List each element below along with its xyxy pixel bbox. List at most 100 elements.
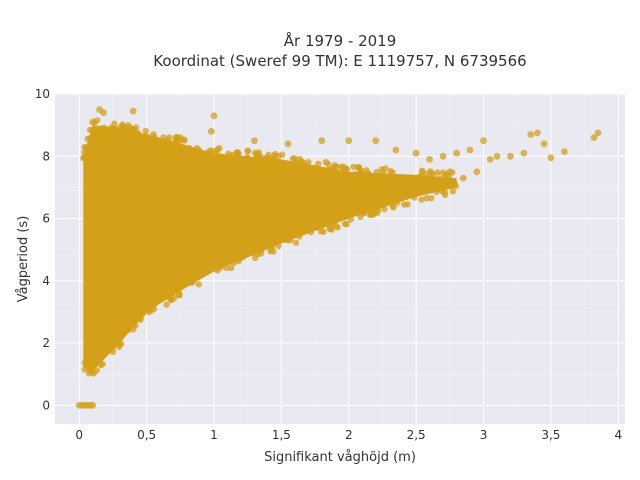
- scatter-point: [527, 131, 535, 138]
- y-tick-label: 2: [42, 336, 50, 350]
- scatter-point: [507, 152, 514, 160]
- scatter-point: [594, 129, 602, 137]
- scatter-point: [428, 195, 435, 202]
- scatter-point: [135, 135, 143, 142]
- scatter-point: [344, 211, 351, 218]
- scatter-point: [459, 174, 467, 182]
- scatter-point: [130, 326, 137, 333]
- scatter-point: [340, 171, 347, 178]
- scatter-point: [318, 137, 326, 145]
- scatter-point: [267, 246, 275, 253]
- scatter-point: [219, 155, 227, 162]
- scatter-point: [412, 149, 420, 157]
- scatter-point: [139, 310, 146, 317]
- scatter-point: [397, 179, 404, 186]
- scatter-point: [263, 158, 270, 165]
- scatter-point: [439, 169, 447, 176]
- scatter-point: [243, 155, 251, 163]
- scatter-point: [273, 161, 280, 168]
- scatter-point: [93, 367, 101, 374]
- scatter-point: [172, 138, 179, 145]
- scatter-point: [367, 212, 374, 219]
- scatter-point: [309, 165, 316, 172]
- scatter-point: [453, 149, 460, 157]
- scatter-point: [100, 109, 107, 117]
- scatter-point: [433, 188, 440, 196]
- scatter-point: [292, 239, 300, 246]
- scatter-point: [427, 168, 434, 175]
- x-tick-label: 2,5: [407, 428, 426, 442]
- scatter-point: [381, 205, 388, 213]
- scatter-point: [89, 118, 97, 126]
- scatter-point: [315, 160, 322, 167]
- scatter-point: [284, 140, 292, 148]
- scatter-point: [480, 137, 487, 145]
- scatter-point: [228, 151, 236, 159]
- scatter-point: [86, 126, 94, 134]
- scatter-point: [98, 351, 106, 358]
- scatter-point: [108, 130, 115, 137]
- scatter-point: [359, 208, 366, 216]
- scatter-point: [305, 158, 312, 166]
- scatter-point: [408, 179, 415, 186]
- scatter-point: [590, 134, 598, 142]
- y-axis-title: Vågperiod (s): [16, 216, 31, 303]
- scatter-point: [345, 137, 353, 145]
- scatter-point: [327, 166, 335, 173]
- scatter-point: [333, 163, 340, 170]
- scatter-point: [371, 177, 378, 185]
- scatter-point: [178, 283, 185, 290]
- y-tick-label: 0: [42, 398, 50, 412]
- scatter-point: [418, 167, 426, 174]
- scatter-point: [439, 152, 447, 160]
- scatter-point: [350, 176, 358, 184]
- scatter-point: [203, 155, 210, 162]
- scatter-point: [391, 176, 398, 184]
- scatter-point: [116, 124, 124, 132]
- scatter-point: [446, 168, 454, 176]
- scatter-point: [117, 340, 125, 347]
- scatter-point: [534, 129, 541, 137]
- scatter-point: [389, 169, 396, 176]
- scatter-point: [423, 195, 430, 202]
- y-tick-label: 4: [42, 274, 50, 288]
- scatter-point: [374, 200, 381, 207]
- scatter-point: [81, 154, 88, 161]
- scatter-point: [255, 149, 262, 156]
- scatter-point: [357, 213, 364, 221]
- scatter-point: [210, 112, 218, 120]
- scatter-point: [239, 254, 246, 261]
- scatter-point: [172, 143, 179, 150]
- scatter-point: [176, 144, 184, 151]
- scatter-point: [89, 401, 97, 409]
- chart-title: År 1979 - 2019: [284, 31, 397, 50]
- data-points: [75, 106, 602, 409]
- scatter-point: [290, 232, 297, 239]
- x-tick-label: 1,5: [272, 428, 291, 442]
- scatter-point: [197, 268, 204, 275]
- scatter-point: [547, 154, 555, 162]
- scatter-point: [351, 171, 359, 178]
- scatter-point: [195, 153, 202, 160]
- scatter-point: [292, 165, 300, 172]
- scatter-point: [540, 140, 548, 148]
- scatter-point: [150, 131, 157, 138]
- scatter-point: [520, 149, 528, 157]
- scatter-point: [426, 156, 433, 163]
- scatter-point: [357, 167, 365, 174]
- scatter-point: [195, 281, 203, 288]
- dense-point-cloud: [80, 117, 460, 377]
- scatter-point: [111, 120, 118, 127]
- scatter-point: [207, 147, 214, 154]
- x-tick-label: 0: [75, 428, 83, 442]
- scatter-point: [251, 158, 258, 166]
- scatter-point: [296, 233, 303, 240]
- y-tick-label: 6: [42, 212, 50, 226]
- scatter-point: [101, 124, 108, 132]
- scatter-point: [343, 221, 350, 228]
- scatter-point: [418, 186, 425, 193]
- scatter-point: [271, 235, 279, 243]
- scatter-point: [473, 168, 481, 176]
- scatter-point: [86, 361, 93, 368]
